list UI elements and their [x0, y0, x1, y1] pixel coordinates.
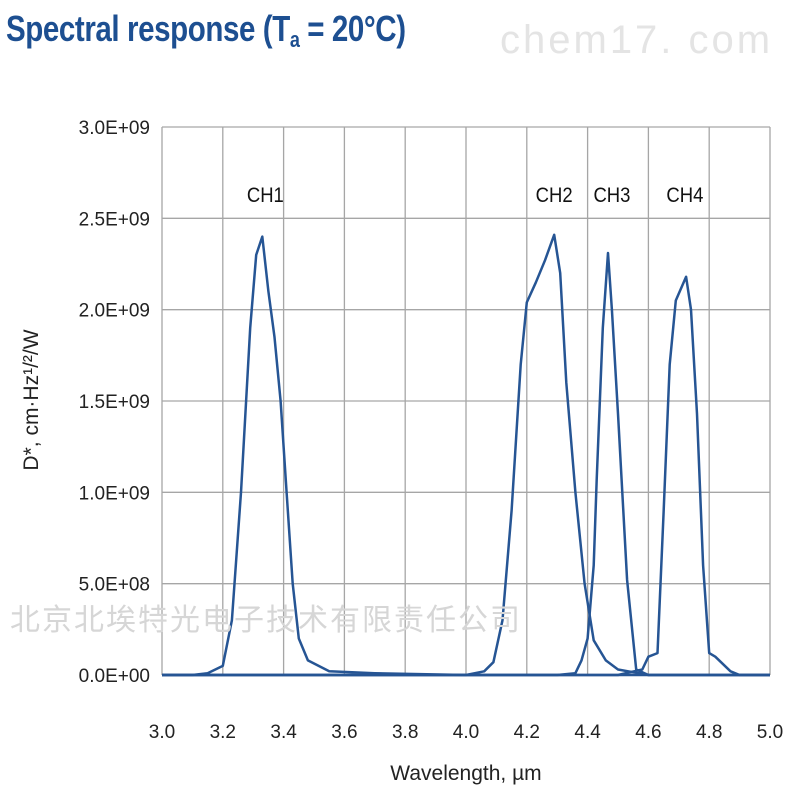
x-tick-label: 3.8 [392, 722, 418, 743]
series-label-ch1: CH1 [247, 184, 284, 207]
series-line-ch3 [162, 251, 770, 677]
chart-title: Spectral response (Ta = 20°C) [6, 8, 406, 52]
y-tick-label: 2.5E+09 [79, 209, 150, 230]
x-tick-label: 4.8 [696, 722, 722, 743]
series-label-ch4: CH4 [666, 184, 703, 207]
x-tick-label: 4.2 [514, 722, 540, 743]
watermark-company: 北京北埃特光电子技术有限责任公司 [10, 604, 522, 637]
x-tick-label: 4.0 [453, 722, 479, 743]
y-tick-label: 2.0E+09 [79, 301, 150, 322]
x-tick-label: 3.6 [331, 722, 357, 743]
y-tick-label: 1.0E+09 [79, 483, 150, 504]
y-axis-title: D*, cm·Hz¹/²/W [20, 329, 43, 470]
series-label-ch2: CH2 [536, 184, 573, 207]
x-axis-title: Wavelength, µm [390, 762, 541, 785]
series-line-ch2 [162, 233, 770, 677]
y-tick-label: 0.0E+00 [79, 666, 150, 687]
series-label-ch3: CH3 [593, 184, 630, 207]
x-tick-label: 3.4 [270, 722, 297, 743]
x-tick-label: 3.0 [149, 722, 175, 743]
x-tick-label: 4.4 [574, 722, 601, 743]
y-tick-label: 5.0E+08 [79, 575, 150, 596]
x-tick-label: 4.6 [635, 722, 661, 743]
y-tick-label: 3.0E+09 [79, 118, 150, 139]
y-tick-label: 1.5E+09 [79, 392, 150, 413]
x-tick-label: 5.0 [757, 722, 783, 743]
series-line-ch4 [162, 275, 770, 677]
x-tick-label: 3.2 [210, 722, 236, 743]
series-line-ch1 [162, 235, 770, 677]
watermark-site: chem17. com [500, 18, 774, 62]
